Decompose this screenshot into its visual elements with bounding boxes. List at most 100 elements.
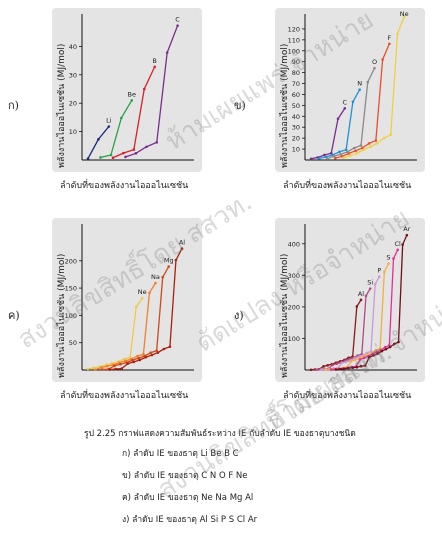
series-label-li: Li bbox=[106, 116, 112, 124]
series-label-c: C bbox=[175, 16, 180, 24]
data-point bbox=[358, 88, 361, 91]
data-point bbox=[142, 87, 146, 91]
y-tick-label: 60 bbox=[292, 91, 300, 99]
data-point bbox=[343, 107, 347, 110]
data-point bbox=[326, 364, 329, 367]
data-point bbox=[368, 355, 371, 359]
chart-panel-c: 50 100 150 200 Ne Na Mg Al bbox=[52, 218, 202, 382]
y-tick-label: 400 bbox=[288, 240, 300, 248]
y-tick-label: 30 bbox=[292, 124, 300, 132]
chart-svg-a: 10 20 30 40 Li Be B C bbox=[69, 14, 194, 161]
data-point bbox=[340, 361, 344, 365]
data-point bbox=[388, 42, 391, 46]
data-point bbox=[155, 141, 159, 144]
y-axis-label-a: พลังงานไอออไนเซชัน (MJ/mol) bbox=[57, 43, 67, 168]
y-tick-label: 120 bbox=[288, 25, 300, 33]
y-tick-label: 30 bbox=[69, 71, 77, 79]
data-point bbox=[136, 354, 139, 358]
series-label-mg: Mg bbox=[164, 257, 174, 265]
data-point bbox=[332, 154, 336, 158]
data-point bbox=[180, 247, 184, 250]
data-point bbox=[176, 24, 179, 27]
data-point bbox=[329, 151, 333, 155]
data-point bbox=[405, 233, 409, 237]
data-point bbox=[322, 365, 325, 368]
y-tick-label: 100 bbox=[288, 47, 300, 55]
series-line-b bbox=[112, 66, 156, 159]
data-point bbox=[99, 156, 102, 159]
data-point bbox=[86, 157, 90, 160]
data-point bbox=[105, 364, 109, 368]
series-label-b: B bbox=[152, 57, 156, 65]
data-point bbox=[324, 368, 328, 371]
data-point bbox=[343, 367, 346, 371]
data-point bbox=[107, 125, 111, 128]
data-point bbox=[329, 368, 333, 371]
data-point bbox=[122, 151, 125, 155]
y-tick-label: 50 bbox=[292, 102, 300, 110]
data-point bbox=[144, 355, 148, 359]
data-point bbox=[120, 367, 124, 370]
data-point bbox=[162, 347, 166, 351]
data-point bbox=[364, 294, 368, 298]
panel-label-c: ค) bbox=[8, 309, 20, 322]
series-line-be bbox=[100, 100, 133, 159]
data-point bbox=[363, 364, 367, 367]
data-point bbox=[92, 366, 96, 370]
data-point bbox=[358, 358, 362, 361]
data-point bbox=[387, 262, 390, 265]
series-label-n: N bbox=[357, 80, 362, 88]
y-tick-label: 100 bbox=[288, 335, 300, 343]
data-point bbox=[114, 367, 118, 371]
data-point bbox=[145, 145, 148, 149]
y-tick-label: 110 bbox=[288, 36, 300, 44]
data-point bbox=[122, 357, 126, 361]
data-point bbox=[314, 368, 318, 372]
data-point bbox=[375, 142, 379, 145]
data-point bbox=[389, 133, 393, 137]
data-point bbox=[338, 150, 341, 154]
data-point bbox=[309, 157, 313, 161]
data-point bbox=[154, 281, 157, 285]
data-point bbox=[362, 148, 366, 152]
data-point bbox=[134, 305, 138, 309]
data-point bbox=[138, 358, 142, 362]
data-point bbox=[86, 367, 90, 371]
series-label-o: O bbox=[372, 58, 377, 66]
series-label-si: Si bbox=[367, 279, 373, 287]
x-axis-label-a: ลำดับที่ของพลังงานไอออไนเซชัน bbox=[60, 181, 189, 191]
data-point bbox=[355, 305, 359, 308]
data-point bbox=[335, 362, 339, 366]
series-label-na: Na bbox=[151, 273, 160, 281]
chart-panel-b: 10 20 30 40 50 60 70 80 90 100 110 120 C N O F Ne bbox=[275, 8, 425, 172]
data-point bbox=[156, 351, 160, 354]
data-point bbox=[336, 117, 340, 121]
data-point bbox=[347, 152, 351, 155]
data-point bbox=[325, 157, 329, 160]
data-point bbox=[376, 352, 379, 355]
data-point bbox=[108, 368, 111, 371]
data-point bbox=[355, 152, 359, 155]
data-point bbox=[369, 145, 372, 148]
y-tick-label: 300 bbox=[288, 272, 300, 280]
data-point bbox=[338, 367, 342, 371]
y-tick-label: 150 bbox=[65, 285, 77, 293]
data-point bbox=[149, 351, 152, 355]
data-point bbox=[150, 353, 154, 357]
y-tick-label: 40 bbox=[292, 113, 300, 121]
y-tick-label: 100 bbox=[65, 312, 77, 320]
data-point bbox=[113, 364, 116, 368]
y-tick-label: 70 bbox=[292, 80, 300, 88]
y-tick-label: 80 bbox=[292, 69, 300, 77]
chart-panel-a: 10 20 30 40 Li Be B C bbox=[52, 8, 202, 172]
data-point bbox=[353, 358, 357, 362]
y-axis-label-b: พลังงานไอออไนเซชัน (MJ/mol) bbox=[280, 43, 290, 168]
data-point bbox=[148, 291, 151, 295]
data-point bbox=[396, 248, 399, 252]
data-point bbox=[366, 80, 370, 84]
data-point bbox=[120, 116, 123, 120]
y-tick-label: 20 bbox=[292, 135, 300, 143]
panel-label-d: ง) bbox=[234, 309, 244, 322]
series-label-al: Al bbox=[358, 290, 364, 298]
data-point bbox=[363, 356, 366, 360]
